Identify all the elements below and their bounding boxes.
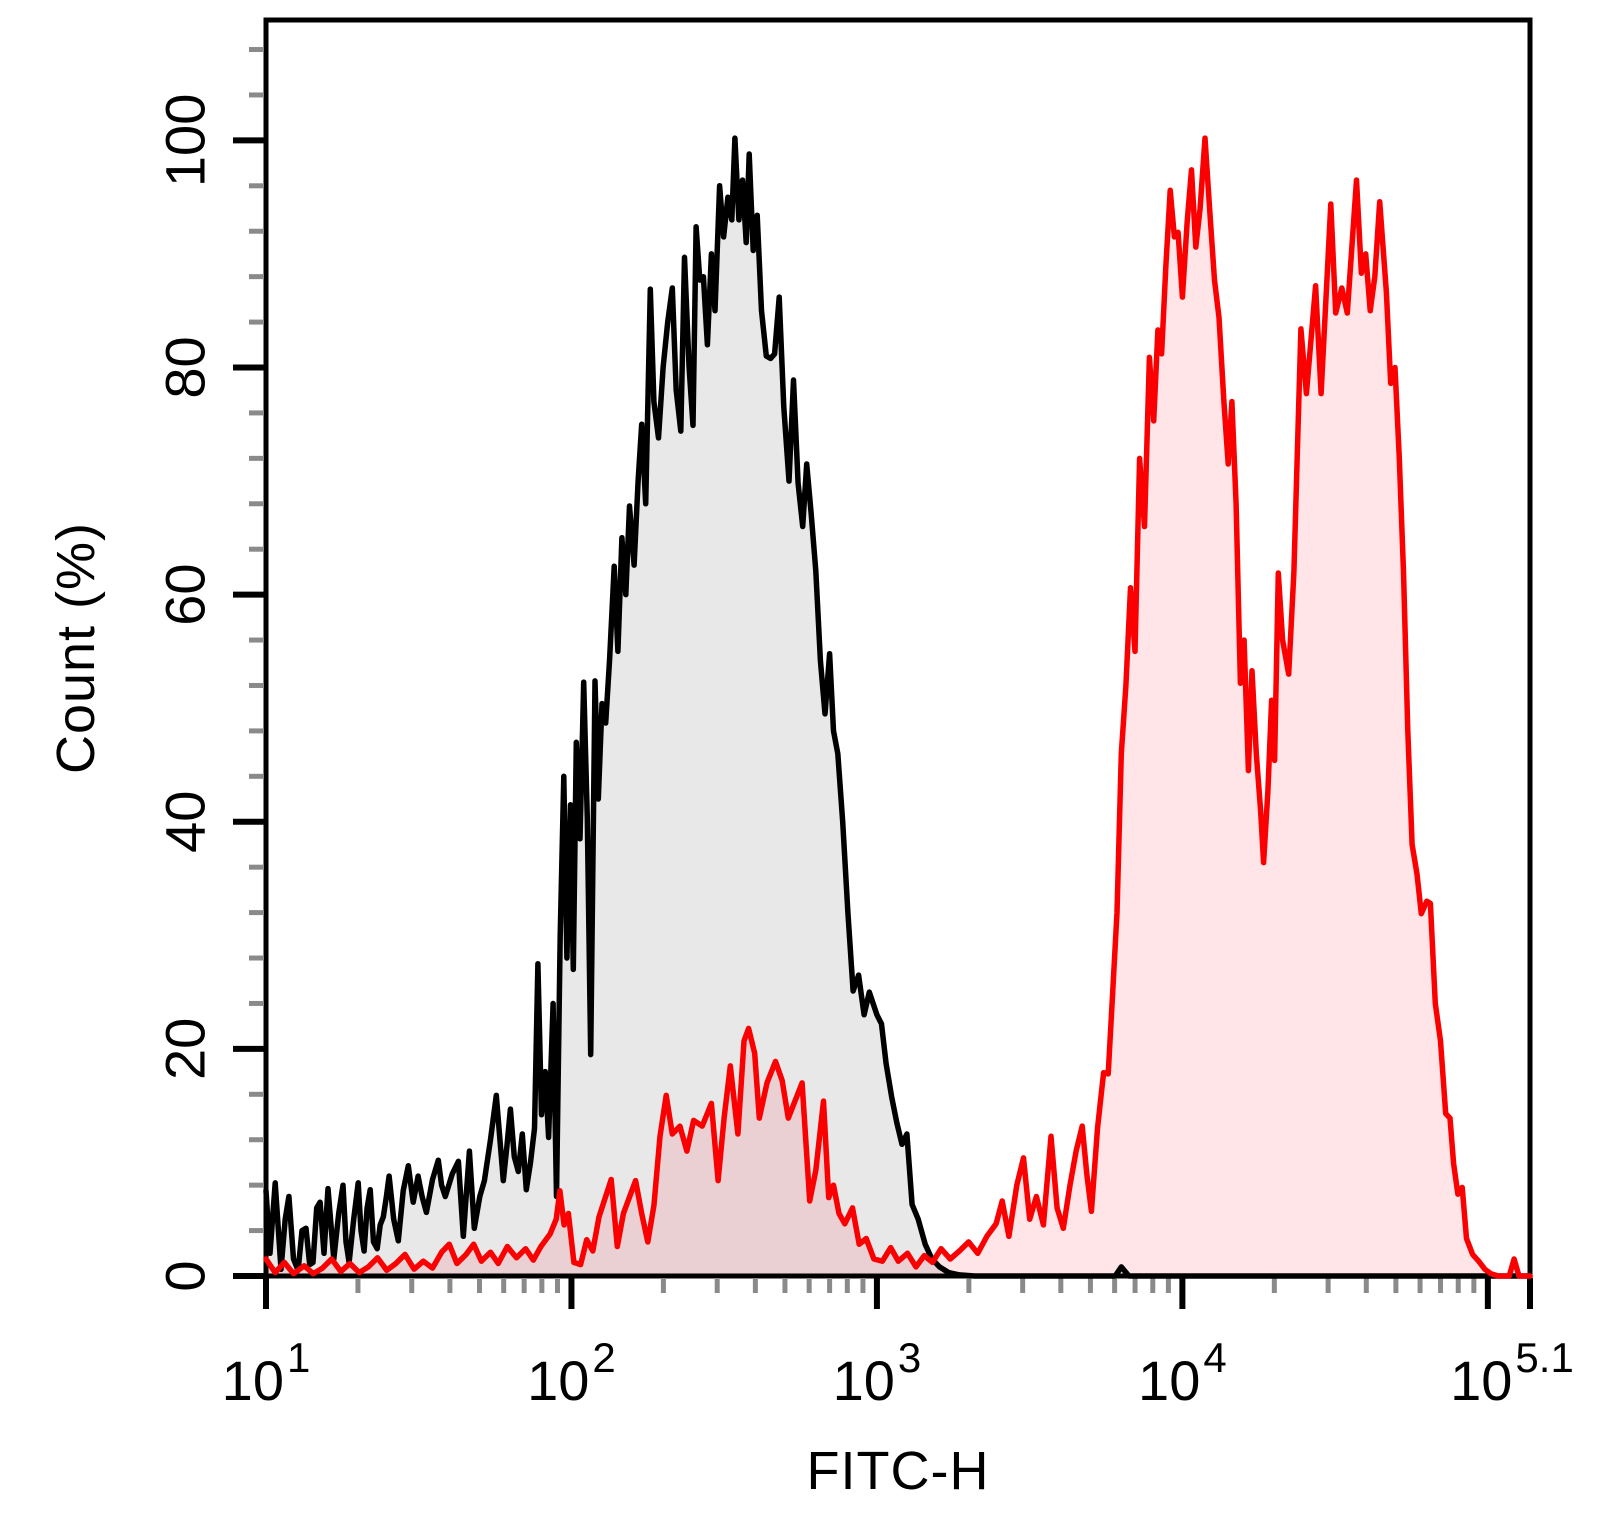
x-axis-tick-label: 103 bbox=[833, 1334, 922, 1412]
x-axis-title: FITC-H bbox=[806, 1441, 990, 1501]
y-axis-tick-label: 0 bbox=[154, 1260, 217, 1291]
y-axis-tick-label: 20 bbox=[154, 1018, 217, 1080]
stained-sample-red-fill bbox=[266, 138, 1530, 1277]
y-axis-tick-label: 60 bbox=[154, 563, 217, 625]
y-axis-title-container: Count (%) bbox=[46, 0, 106, 1296]
x-axis-tick-label: 102 bbox=[527, 1334, 616, 1412]
y-axis-tick-label: 80 bbox=[154, 336, 217, 398]
x-axis-tick-label: 104 bbox=[1138, 1334, 1227, 1412]
y-axis-title: Count (%) bbox=[46, 521, 106, 775]
x-axis-tick-label: 101 bbox=[222, 1334, 311, 1412]
x-axis-tick-label: 105.1 bbox=[1450, 1334, 1574, 1412]
plot-frame bbox=[263, 17, 1533, 1279]
x-axis-title-container: FITC-H bbox=[266, 1440, 1530, 1502]
y-axis-tick-label: 100 bbox=[154, 94, 217, 187]
unstained-control-black-curve bbox=[263, 135, 1533, 1279]
unstained-control-black-fill bbox=[266, 138, 1530, 1277]
y-axis-tick-label: 40 bbox=[154, 791, 217, 853]
stained-sample-red-curve bbox=[263, 135, 1533, 1279]
